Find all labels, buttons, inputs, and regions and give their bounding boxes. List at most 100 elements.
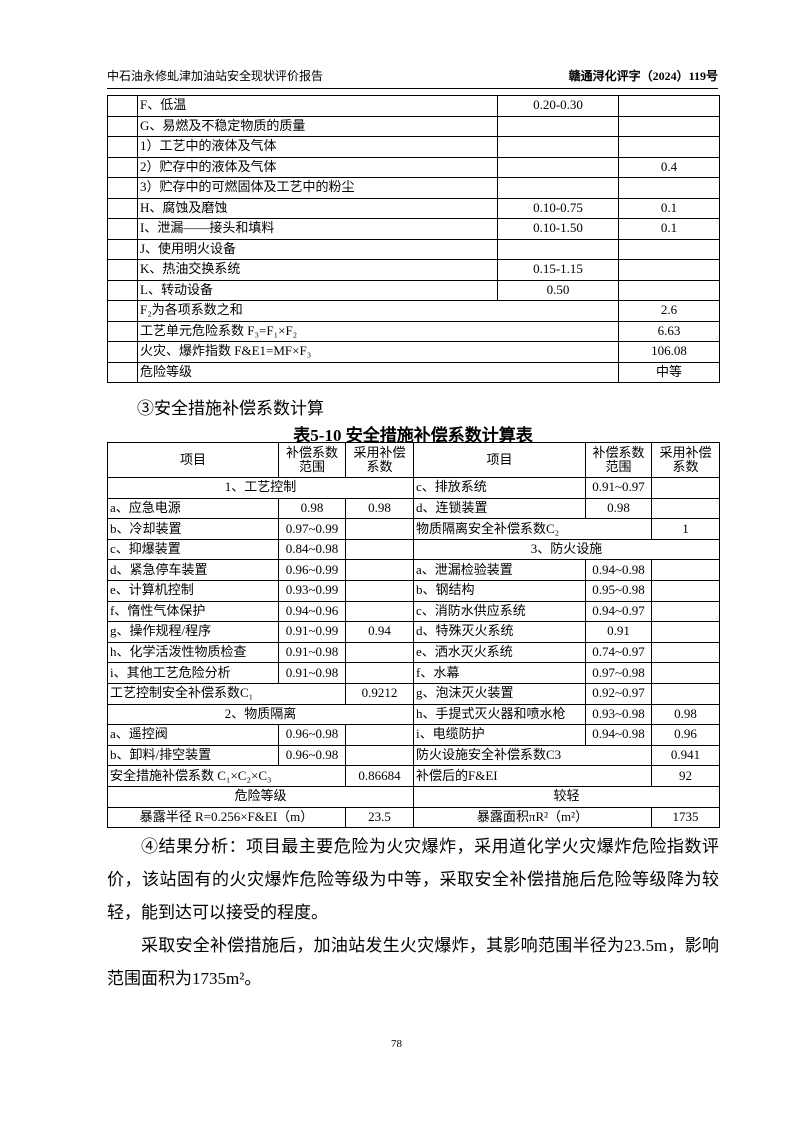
table-cell: 0.50 xyxy=(497,279,619,301)
table-row: J、使用明火设备 xyxy=(107,238,720,260)
table-cell: c、排放系统 xyxy=(413,477,586,499)
table-row: d、紧急停车装置 0.96~0.99 a、泄漏检验装置 0.94~0.98 xyxy=(107,559,720,581)
blank-cell xyxy=(107,259,138,281)
table-cell: a、泄漏检验装置 xyxy=(413,559,586,581)
page-header: 中石油永修虬津加油站安全现状评价报告 赣通浔化评字（2024）119号 xyxy=(107,68,718,89)
table-cell: 中等 xyxy=(618,361,720,383)
table-cell: h、手提式灭火器和喷水枪 xyxy=(413,703,586,726)
table-cell: H、腐蚀及磨蚀 xyxy=(137,197,498,219)
table-cell: d、特殊灭火系统 xyxy=(413,621,586,643)
table-cell xyxy=(345,579,414,602)
table-cell: 0.94~0.98 xyxy=(585,724,652,746)
table-cell: 3、防火设施 xyxy=(413,538,720,561)
table-cell: a、遥控阀 xyxy=(107,724,279,746)
table-cell: e、计算机控制 xyxy=(107,579,279,602)
table-cell xyxy=(651,477,720,499)
table-cell: 0.91 xyxy=(585,621,652,643)
blank-cell xyxy=(107,156,138,178)
table-cell xyxy=(651,621,720,643)
paragraph: ④结果分析：项目最主要危险为火灾爆炸，采用道化学火灾爆炸危险指数评价，该站固有的… xyxy=(107,837,719,922)
table-cell: 补偿后的F&EI xyxy=(413,765,652,787)
blank-cell xyxy=(107,300,138,322)
table-cell: 0.9212 xyxy=(345,682,414,705)
table-cell: 0.1 xyxy=(618,197,720,219)
table-cell: 工艺单元危险系数 F₃=F₁×F₂ xyxy=(137,320,619,342)
table-cell: 3）贮存中的可燃固体及工艺中的粉尘 xyxy=(137,177,498,199)
table-row: F、低温 0.20-0.30 xyxy=(107,95,720,117)
table-cell xyxy=(345,641,414,664)
table-row: 火灾、爆炸指数 F&E1=MF×F₃ 106.08 xyxy=(107,341,720,363)
table-row: b、冷却装置 0.97~0.99 物质隔离安全补偿系数C₂ 1 xyxy=(107,518,720,540)
table-cell xyxy=(345,518,414,540)
table-cell: a、应急电源 xyxy=(107,497,279,520)
table-cell: 0.94~0.97 xyxy=(585,600,652,623)
table-row: i、其他工艺危险分析 0.91~0.98 f、水幕 0.97~0.98 xyxy=(107,662,720,684)
table-cell: 0.10-0.75 xyxy=(497,197,619,219)
table-cell xyxy=(345,662,414,684)
blank-cell xyxy=(107,95,138,117)
table-cell: 0.93~0.98 xyxy=(585,703,652,726)
table-cell xyxy=(345,559,414,581)
table-cell xyxy=(497,136,619,158)
table-row: c、抑爆装置 0.84~0.98 3、防火设施 xyxy=(107,538,720,561)
table-cell: 2.6 xyxy=(618,300,720,322)
blank-cell xyxy=(107,218,138,240)
blank-cell xyxy=(107,320,138,342)
table-row: e、计算机控制 0.93~0.99 b、钢结构 0.95~0.98 xyxy=(107,579,720,602)
blank-cell xyxy=(107,279,138,301)
table-cell: G、易燃及不稳定物质的质量 xyxy=(137,115,498,137)
table-cell: 危险等级 xyxy=(137,361,619,383)
blank-cell xyxy=(107,341,138,363)
table-row: 2）贮存中的液体及气体 0.4 xyxy=(107,156,720,178)
table-row: 3）贮存中的可燃固体及工艺中的粉尘 xyxy=(107,177,720,199)
table-cell: 0.94 xyxy=(345,621,414,643)
section-heading: ③安全措施补偿系数计算 xyxy=(137,399,324,418)
table-cell: 0.94~0.96 xyxy=(278,600,346,623)
table-cell: 2、物质隔离 xyxy=(107,703,414,726)
table-cell: 0.84~0.98 xyxy=(278,538,346,561)
table-cell: 1735 xyxy=(651,806,720,829)
table-cell xyxy=(497,177,619,199)
table-cell xyxy=(618,115,720,137)
table-cell: d、连锁装置 xyxy=(413,497,586,520)
compensation-table: 项目 补偿系数范围 采用补偿系数 项目 补偿系数范围 采用补偿系数 1、工艺控制 c、排放系统… xyxy=(107,442,720,829)
table-cell: 0.98 xyxy=(278,497,346,520)
header-left: 中石油永修虬津加油站安全现状评价报告 xyxy=(107,69,324,83)
table-row: 安全措施补偿系数 C₁×C₂×C₃ 0.86684 补偿后的F&EI 92 xyxy=(107,765,720,787)
header-row: 项目 补偿系数范围 采用补偿系数 项目 补偿系数范围 采用补偿系数 xyxy=(107,442,720,478)
table-cell: 23.5 xyxy=(345,806,414,829)
header-cell: 项目 xyxy=(107,442,279,478)
table-cell xyxy=(651,662,720,684)
table-cell: 0.96~0.98 xyxy=(278,744,346,767)
table-row: b、卸料/排空装置 0.96~0.98 防火设施安全补偿系数C3 0.941 xyxy=(107,744,720,767)
paragraphs: ④结果分析：项目最主要危险为火灾爆炸，采用道化学火灾爆炸危险指数评价，该站固有的… xyxy=(107,830,719,995)
hazard-table: F、低温 0.20-0.30 G、易燃及不稳定物质的质量 1）工艺中的液体及气体 2）贮… xyxy=(107,95,720,383)
table-row: G、易燃及不稳定物质的质量 xyxy=(107,115,720,137)
table-cell: c、消防水供应系统 xyxy=(413,600,586,623)
header-cell: 补偿系数范围 xyxy=(278,442,346,478)
table-row: 工艺单元危险系数 F₃=F₁×F₂ 6.63 xyxy=(107,320,720,342)
table-cell: g、泡沫灭火装置 xyxy=(413,682,586,705)
table-cell: 物质隔离安全补偿系数C₂ xyxy=(413,518,652,540)
table-row: 1）工艺中的液体及气体 xyxy=(107,136,720,158)
table-cell: K、热油交换系统 xyxy=(137,259,498,281)
table-row: h、化学活泼性物质检查 0.91~0.98 e、洒水灭火系统 0.74~0.97 xyxy=(107,641,720,664)
paragraph: 采取安全补偿措施后，加油站发生火灾爆炸，其影响范围半径为23.5m，影响范围面积… xyxy=(107,936,719,988)
table-cell: 防火设施安全补偿系数C3 xyxy=(413,744,652,767)
table-row: 2、物质隔离 h、手提式灭火器和喷水枪 0.93~0.98 0.98 xyxy=(107,703,720,726)
table-cell xyxy=(618,259,720,281)
table-cell xyxy=(345,600,414,623)
table-cell: b、钢结构 xyxy=(413,579,586,602)
table-cell: 0.86684 xyxy=(345,765,414,787)
table-cell: 0.10-1.50 xyxy=(497,218,619,240)
blank-cell xyxy=(107,115,138,137)
table-cell xyxy=(345,724,414,746)
table-cell xyxy=(497,115,619,137)
table-cell: h、化学活泼性物质检查 xyxy=(107,641,279,664)
table-cell xyxy=(618,238,720,260)
table-cell: 0.91~0.98 xyxy=(278,641,346,664)
table-cell: 0.96 xyxy=(651,724,720,746)
table-cell: 安全措施补偿系数 C₁×C₂×C₃ xyxy=(107,765,346,787)
